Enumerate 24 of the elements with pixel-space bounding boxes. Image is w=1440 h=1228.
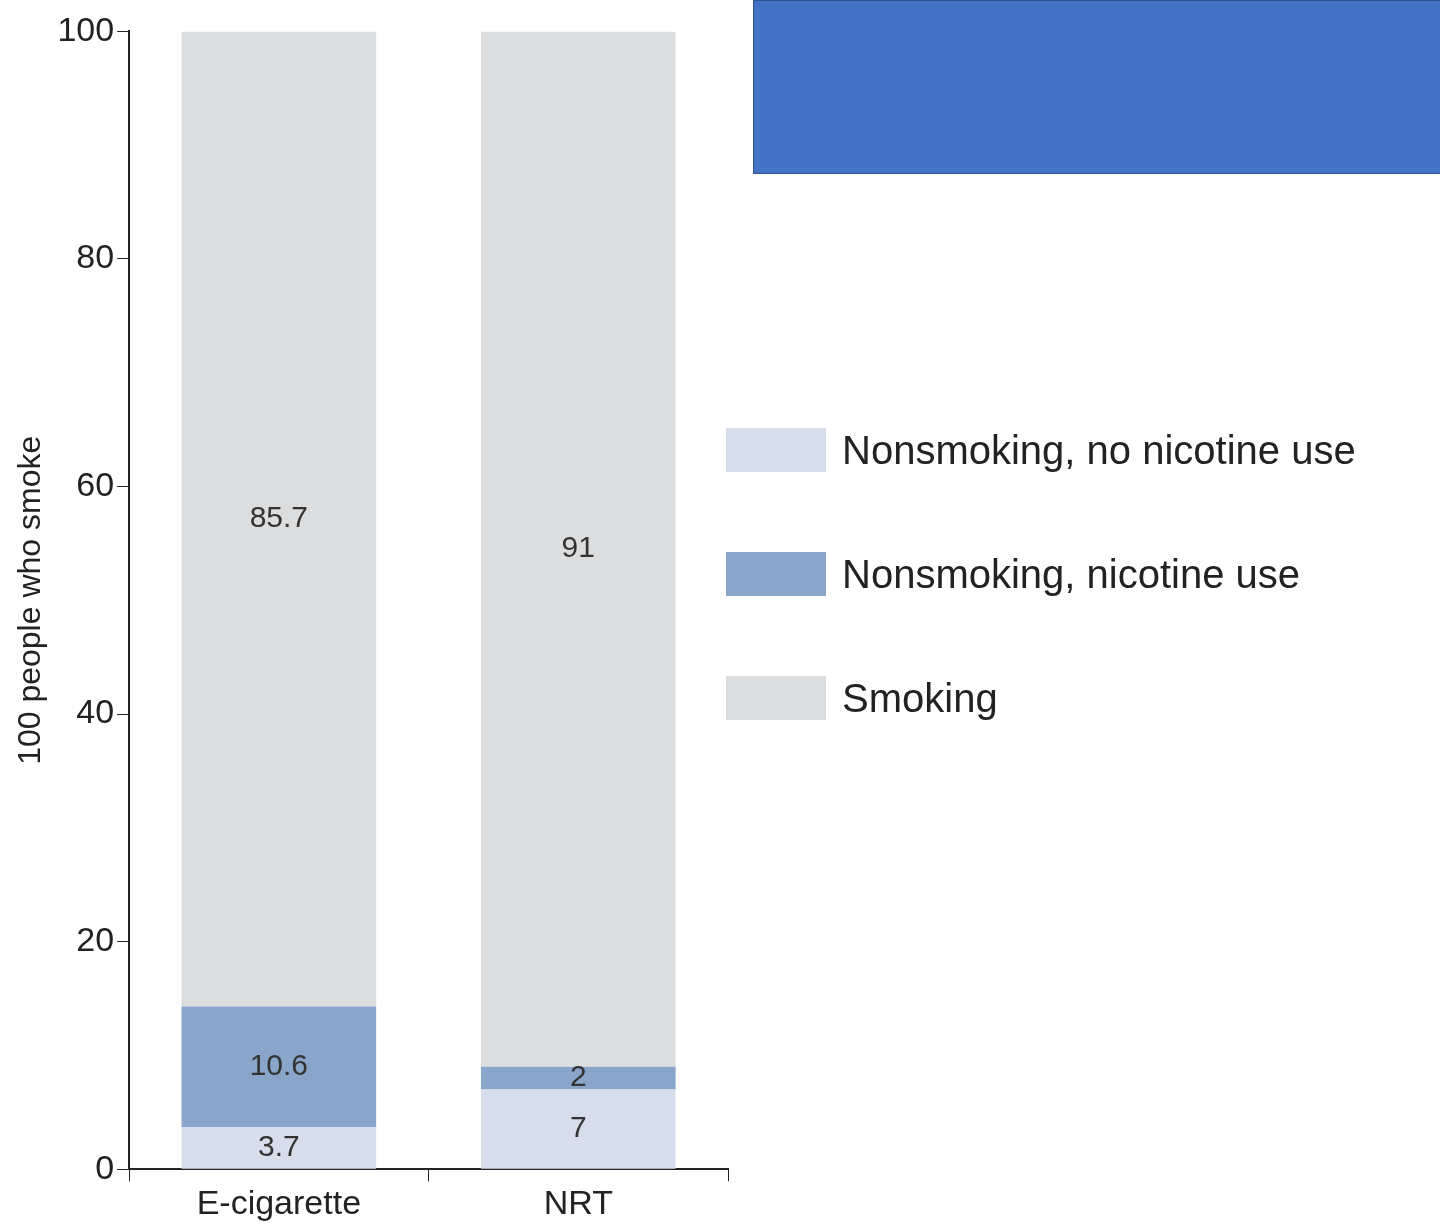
bar bbox=[480, 1089, 676, 1169]
data-label: 91 bbox=[561, 530, 595, 564]
legend-label: Nonsmoking, nicotine use bbox=[842, 551, 1301, 597]
bar bbox=[181, 31, 377, 1007]
bar bbox=[181, 1127, 377, 1169]
data-label: 10.6 bbox=[249, 1048, 309, 1082]
x-tick-label: E-cigarette bbox=[196, 1182, 362, 1221]
data-label: 7 bbox=[569, 1110, 587, 1144]
y-tick-label: 80 bbox=[76, 237, 115, 276]
x-tick-label: NRT bbox=[543, 1182, 613, 1221]
y-tick-label: 100 bbox=[57, 9, 115, 48]
bar bbox=[480, 31, 676, 1067]
bar bbox=[480, 1066, 676, 1090]
y-axis-title: 100 people who smoke bbox=[11, 435, 48, 765]
legend-label: Smoking bbox=[842, 675, 998, 721]
data-label: 2 bbox=[569, 1059, 587, 1093]
bar bbox=[181, 1006, 377, 1128]
data-label: 85.7 bbox=[249, 500, 309, 534]
y-tick-label: 20 bbox=[76, 920, 115, 959]
legend-label: Nonsmoking, no nicotine use bbox=[842, 427, 1356, 473]
y-tick-label: 0 bbox=[95, 1147, 115, 1186]
y-tick-label: 60 bbox=[76, 464, 115, 503]
y-tick-label: 40 bbox=[76, 692, 115, 731]
data-label: 3.7 bbox=[257, 1129, 300, 1163]
